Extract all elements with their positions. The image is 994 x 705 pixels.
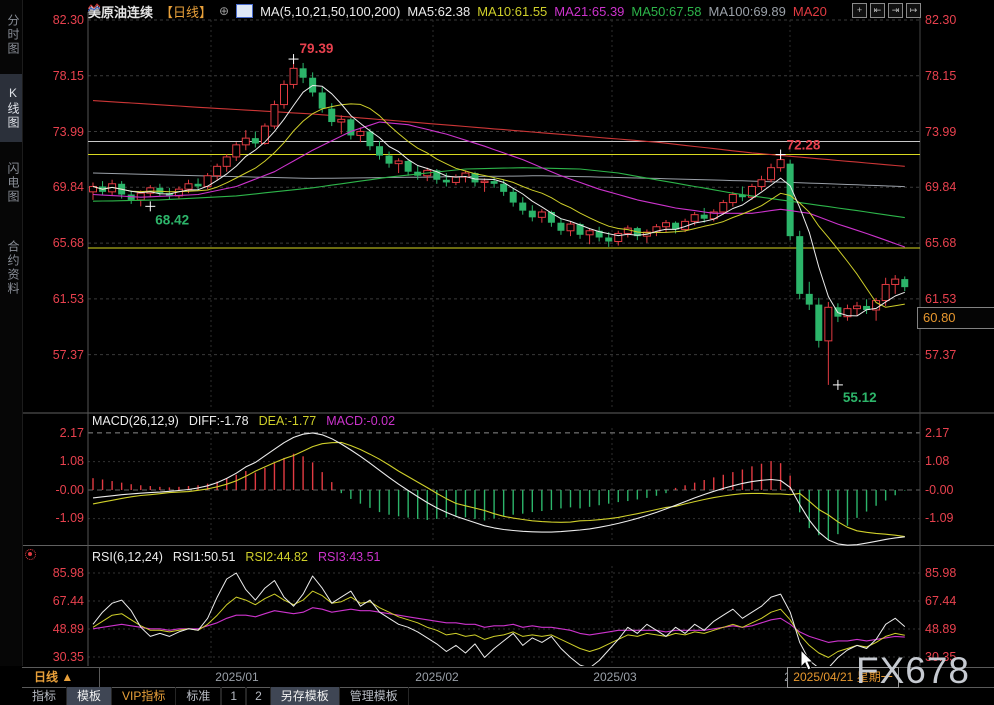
macd-title: MACD(26,12,9): [92, 414, 179, 428]
last-price-tag: 60.80: [917, 307, 994, 329]
price-tick-right: 61.53: [925, 292, 957, 306]
rsi2-value: RSI2:44.82: [245, 550, 308, 564]
price-tick-left: 57.37: [52, 348, 84, 362]
sidebar-item-kline[interactable]: K线图: [0, 74, 22, 142]
price-tick-right: 69.84: [925, 180, 957, 194]
macd-diff-value: DIFF:-1.78: [188, 414, 249, 428]
month-label: 2025/03: [593, 670, 637, 684]
toolbar-vip-indicator[interactable]: VIP指标: [112, 687, 177, 705]
toolbar-standard[interactable]: 标准: [176, 687, 222, 705]
toolbar-manage-template[interactable]: 管理模板: [340, 687, 409, 705]
macd-tick-left: -0.00: [55, 483, 85, 497]
rsi-tick-right: 67.44: [925, 594, 957, 608]
rsi-tick-right: 85.98: [925, 566, 957, 580]
month-label: 2025/01: [215, 670, 259, 684]
annotation-apr-high: 72.28: [787, 138, 821, 153]
timeline-row: 日线 ▲ 2025/01 2025/02 2025/03 2025/04 202…: [22, 667, 994, 688]
toolbar-template[interactable]: 模板: [67, 687, 113, 705]
ma5-legend: MA5:62.38: [407, 3, 471, 19]
macd-dea-value: DEA:-1.77: [258, 414, 317, 428]
watermark: FX678: [856, 650, 971, 691]
toolbar-slot-2[interactable]: 2: [246, 687, 271, 705]
chart-tool-icons: + ⇤ ⇥ ↦: [852, 3, 921, 18]
month-label: 2025/02: [415, 670, 459, 684]
rsi-title: RSI(6,12,24): [92, 550, 163, 564]
price-tick-right: 82.30: [925, 13, 957, 27]
rsi-tick-left: 85.98: [52, 566, 84, 580]
scale-right-icon[interactable]: ⇥: [888, 3, 903, 18]
rsi-tick-left: 48.89: [52, 622, 84, 636]
macd-tick-right: 1.08: [925, 454, 950, 468]
period-label: 日线: [34, 670, 59, 684]
ma21-legend: MA21:65.39: [554, 3, 625, 19]
rsi-tick-right: 30.35: [925, 650, 957, 664]
rsi-tick-left: 67.44: [52, 594, 84, 608]
toolbar-save-template[interactable]: 另存模板: [270, 687, 340, 705]
price-tick-left: 69.84: [52, 180, 84, 194]
macd-tick-left: 2.17: [59, 426, 84, 440]
ma10-legend: MA10:61.55: [477, 3, 548, 19]
sidebar-item-timechart[interactable]: 分时图: [6, 14, 20, 56]
rsi3-value: RSI3:43.51: [317, 550, 381, 564]
toolbar-slot-1[interactable]: 1: [221, 687, 247, 705]
add-indicator-icon[interactable]: ⊕: [219, 4, 230, 18]
rsi-tick-right: 48.89: [925, 622, 957, 636]
symbol-name[interactable]: 美原油连续: [88, 4, 154, 20]
macd-tick-right: -0.00: [925, 483, 954, 497]
record-indicator-icon: [25, 549, 36, 560]
ma50-legend: MA50:67.58: [631, 3, 702, 19]
sidebar-item-lightning[interactable]: 闪电图: [6, 162, 20, 204]
price-tick-right: 73.99: [925, 125, 957, 139]
macd-tick-right: 2.17: [925, 426, 950, 440]
macd-value: MACD:-0.02: [326, 414, 396, 428]
price-tick-left: 61.53: [52, 292, 84, 306]
annotation-dec-low: 68.42: [155, 212, 189, 227]
chevron-up-icon: ▲: [61, 670, 74, 684]
scale-left-icon[interactable]: ⇤: [870, 3, 885, 18]
pan-right-icon[interactable]: ↦: [906, 3, 921, 18]
ma200-legend: MA20: [792, 3, 827, 19]
ma-params: MA(5,10,21,50,100,200): [260, 3, 401, 19]
rsi-tick-left: 30.35: [52, 650, 84, 664]
period-tag[interactable]: 【日线】: [160, 4, 213, 20]
left-sidebar: 分时图 K线图 闪电图 合约资料: [0, 0, 23, 666]
rsi1-value: RSI1:50.51: [172, 550, 236, 564]
chart-canvas[interactable]: 79.39 68.42 72.28 55.12: [0, 0, 994, 666]
macd-tick-right: -1.09: [925, 511, 954, 525]
price-tick-right: 65.68: [925, 236, 957, 250]
sidebar-item-contract[interactable]: 合约资料: [6, 240, 20, 296]
bottom-toolbar: 指标 模板 VIP指标 标准 1 2 另存模板 管理模板: [22, 687, 994, 705]
chart-style-icon[interactable]: [88, 3, 254, 18]
price-tick-left: 78.15: [52, 69, 84, 83]
price-tick-left: 82.30: [52, 13, 84, 27]
ma100-legend: MA100:69.89: [708, 3, 786, 19]
toolbar-indicator[interactable]: 指标: [22, 687, 68, 705]
price-tick-left: 73.99: [52, 125, 84, 139]
crosshair-icon[interactable]: +: [852, 3, 867, 18]
rsi-legend: RSI(6,12,24) RSI1:50.51 RSI2:44.82 RSI3:…: [92, 550, 381, 564]
annotation-apr-low: 55.12: [843, 390, 877, 405]
chart-header: 美原油连续 【日线】 ⊕ MA(5,10,21,50,100,200) MA5:…: [88, 2, 827, 20]
macd-tick-left: 1.08: [59, 454, 84, 468]
crosshair-date-tooltip: 2025/04/21 星期一: [787, 667, 899, 688]
price-tick-right: 57.37: [925, 348, 957, 362]
price-tick-left: 65.68: [52, 236, 84, 250]
price-tick-right: 78.15: [925, 69, 957, 83]
macd-tick-left: -1.09: [55, 511, 85, 525]
period-selector[interactable]: 日线 ▲: [22, 668, 100, 687]
macd-legend: MACD(26,12,9) DIFF:-1.78 DEA:-1.77 MACD:…: [92, 414, 395, 428]
annotation-swing-high: 79.39: [300, 41, 334, 56]
